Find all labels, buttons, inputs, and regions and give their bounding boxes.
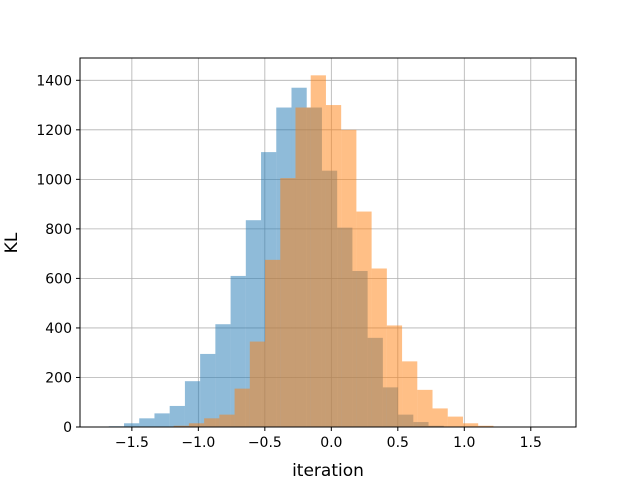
x-tick-label: −1.5 — [115, 435, 149, 451]
histogram-bar-series-2 — [173, 425, 189, 427]
histogram-bar-series-2 — [341, 129, 357, 427]
histogram-bars — [93, 75, 555, 428]
histogram-bar-series-2 — [265, 259, 281, 427]
histogram-bar-series-1 — [124, 423, 140, 427]
x-axis-title: iteration — [292, 461, 364, 480]
y-tick-label: 600 — [45, 271, 72, 287]
histogram-bar-series-1 — [139, 418, 155, 427]
y-tick-label: 1200 — [36, 123, 72, 139]
histogram-bar-series-2 — [325, 105, 342, 428]
histogram-bar-series-2 — [188, 423, 205, 427]
axis-ticks: −1.5 −1.0 −0.5 0.0 0.5 1.0 1.5 0 200 400 600 800 100… — [36, 73, 542, 451]
histogram-bar-series-2 — [371, 268, 387, 427]
histogram-bar-series-2 — [478, 425, 494, 427]
y-tick-label: 800 — [45, 222, 72, 238]
histogram-bar-series-1 — [200, 353, 216, 427]
histogram-bar-series-1 — [169, 405, 185, 427]
x-tick-label: 0.5 — [387, 435, 409, 451]
y-tick-label: 200 — [45, 370, 72, 386]
histogram-bar-series-2 — [447, 416, 463, 427]
x-tick-label: 1.5 — [520, 435, 542, 451]
histogram-bar-series-1 — [215, 324, 231, 427]
x-tick-label: −0.5 — [248, 435, 282, 451]
histogram-bar-series-2 — [219, 414, 235, 427]
histogram-bar-series-2 — [386, 325, 403, 427]
y-tick-label: 400 — [45, 321, 72, 337]
histogram-bar-series-2 — [310, 75, 326, 427]
y-tick-label: 0 — [63, 420, 72, 436]
y-axis-title: KL — [2, 232, 22, 253]
plot-frame — [79, 57, 577, 428]
histogram-bar-series-2 — [204, 418, 220, 427]
histogram-bar-series-1 — [154, 413, 170, 427]
histogram-bar-series-2 — [402, 361, 418, 427]
x-tick-label: −1.0 — [181, 435, 215, 451]
histogram-bar-series-2 — [249, 341, 266, 427]
y-tick-label: 1400 — [36, 73, 72, 89]
histogram-bar-series-2 — [432, 408, 448, 427]
histogram-bar-series-1 — [184, 381, 201, 427]
histogram-bar-series-2 — [234, 388, 250, 427]
histogram-bar-series-2 — [356, 211, 372, 427]
histogram-bar-series-2 — [280, 178, 296, 427]
histogram-bar-series-2 — [462, 423, 479, 427]
histogram-bar-series-2 — [295, 107, 311, 427]
x-tick-label: 1.0 — [453, 435, 475, 451]
histogram-bar-series-2 — [417, 389, 433, 427]
x-tick-label: 0.0 — [320, 435, 342, 451]
y-tick-label: 1000 — [36, 172, 72, 188]
